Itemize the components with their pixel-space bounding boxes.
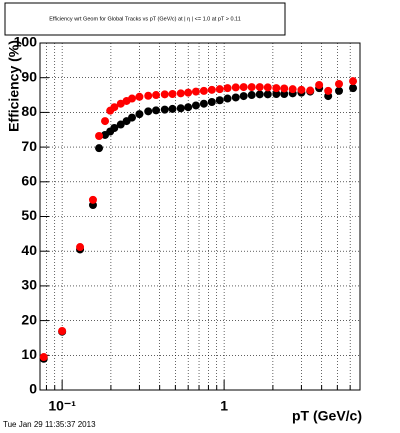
point [191,101,200,110]
y-tick-label: 30 [21,277,37,293]
plot-frame [39,42,361,391]
point [168,90,177,99]
point [263,90,272,99]
point [58,327,67,336]
timestamp: Tue Jan 29 11:35:37 2013 [3,420,96,429]
point [315,80,324,89]
y-tick-label: 20 [21,311,37,327]
point [199,99,208,108]
y-tick-label: 60 [21,173,37,189]
point [160,90,169,99]
point [239,83,248,92]
point [168,104,177,113]
point [335,79,344,88]
point [288,85,297,94]
point [215,85,224,94]
point [306,86,315,95]
point [324,86,333,95]
y-tick-label: 40 [21,242,37,258]
point [349,77,358,86]
point [215,96,224,105]
y-tick-label: 80 [21,103,37,119]
y-tick-label: 70 [21,138,37,154]
point [135,110,144,119]
point [223,84,232,93]
x-axis-label: pT (GeV/c) [292,408,362,424]
point [231,93,240,102]
point [255,90,264,99]
point [176,89,185,98]
point [152,91,161,100]
point [144,107,153,116]
point [231,83,240,92]
point [110,103,119,112]
point [160,105,169,114]
point [263,83,272,92]
y-tick-label: 90 [21,68,37,84]
point [247,91,256,100]
point [297,85,306,94]
point [239,92,248,101]
title-box [4,2,286,36]
point [199,86,208,95]
chart-title: Efficiency wrt Geom for Global Tracks vs… [49,16,241,22]
point [349,84,358,93]
point [207,85,216,94]
point [88,195,97,204]
point [95,131,104,140]
x-tick-label: 10⁻¹ [48,398,76,414]
point [184,103,193,112]
point [135,92,144,101]
y-tick-label: 10 [21,346,37,362]
y-axis-label: Efficiency (%) [6,40,22,132]
point [110,124,119,133]
y-tick-label: 0 [29,381,37,397]
point [101,117,110,126]
point [247,83,256,92]
point [280,84,289,93]
point [255,83,264,92]
point [191,87,200,96]
point [176,104,185,113]
point [76,243,85,252]
point [116,120,125,129]
point [95,144,104,153]
point [272,84,281,93]
y-tick-label: 100 [14,34,38,50]
point [223,94,232,103]
point [144,91,153,100]
point [272,90,281,99]
point [207,97,216,106]
y-tick-label: 50 [21,207,37,223]
point [280,90,289,99]
x-tick-label: 1 [220,398,228,414]
point [335,86,344,95]
point [39,353,48,362]
point [184,88,193,97]
point [128,113,137,122]
point [128,94,137,103]
point [152,106,161,115]
